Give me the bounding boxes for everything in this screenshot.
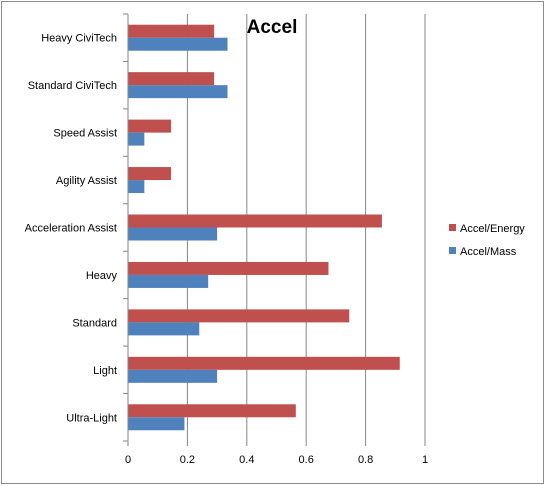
x-tick-label: 0.2 xyxy=(180,454,195,466)
category-label: Heavy xyxy=(86,270,118,282)
chart-title: Accel xyxy=(247,17,298,38)
x-tick-label: 1 xyxy=(422,454,428,466)
bar-accel-mass xyxy=(128,227,218,241)
category-label: Standard xyxy=(72,317,117,329)
bar-accel-energy xyxy=(128,309,350,323)
x-tick-label: 0.8 xyxy=(358,454,373,466)
bar-accel-energy xyxy=(128,214,382,228)
bar-accel-mass xyxy=(128,417,185,431)
bar-accel-energy xyxy=(128,119,172,133)
bar-accel-mass xyxy=(128,274,209,288)
bar-accel-energy xyxy=(128,24,215,38)
x-tick-label: 0.6 xyxy=(299,454,314,466)
legend-label: Accel/Energy xyxy=(460,223,525,235)
bar-accel-mass xyxy=(128,132,145,146)
legend-swatch xyxy=(449,247,456,254)
bar-accel-energy xyxy=(128,261,329,275)
category-label: Light xyxy=(93,365,117,377)
category-label: Acceleration Assist xyxy=(25,223,117,235)
bar-accel-mass xyxy=(128,180,145,194)
x-tick-label: 0 xyxy=(125,454,131,466)
bar-accel-mass xyxy=(128,322,200,336)
legend: Accel/Energy Accel/Mass xyxy=(449,223,525,258)
bar-accel-mass xyxy=(128,85,228,99)
legend-swatch xyxy=(449,224,456,231)
axes: 0 0.2 0.4 0.6 0.8 1 Heavy CiviTech Standard Civ… xyxy=(25,13,428,466)
category-label: Agility Assist xyxy=(56,175,117,187)
bar-accel-energy xyxy=(128,72,215,86)
bar-accel-energy xyxy=(128,404,296,418)
category-label: Standard CiviTech xyxy=(28,80,117,92)
bar-accel-energy xyxy=(128,356,400,370)
bar-accel-mass xyxy=(128,369,218,383)
legend-label: Accel/Mass xyxy=(460,246,517,258)
bars xyxy=(128,24,400,431)
bar-accel-mass xyxy=(128,37,228,51)
bar-accel-energy xyxy=(128,167,172,181)
category-label: Ultra-Light xyxy=(66,412,117,424)
x-tick-label: 0.4 xyxy=(239,454,254,466)
category-label: Heavy CiviTech xyxy=(41,33,117,45)
category-label: Speed Assist xyxy=(53,128,117,140)
